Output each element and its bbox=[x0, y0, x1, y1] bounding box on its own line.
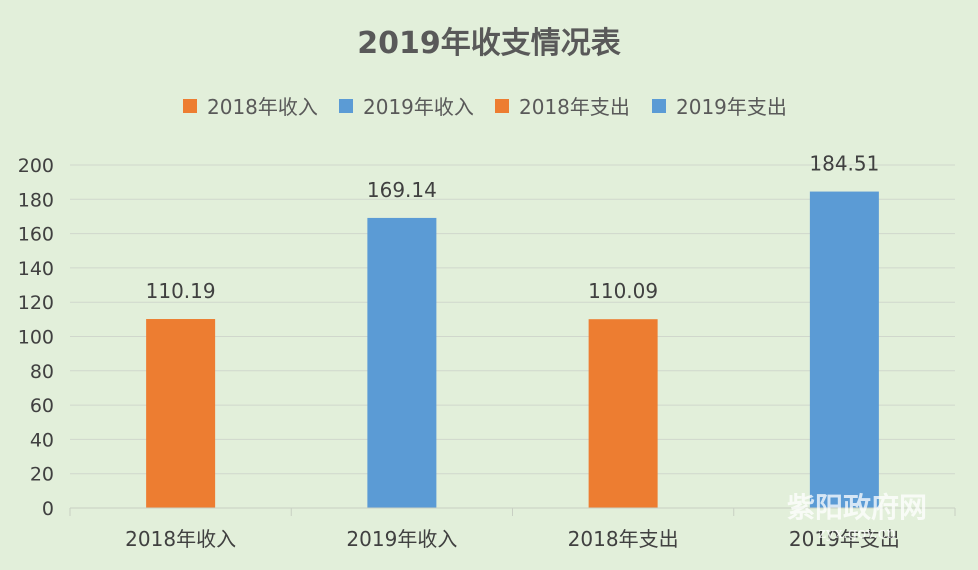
data-label: 169.14 bbox=[367, 178, 437, 202]
data-label: 110.09 bbox=[588, 279, 658, 303]
y-tick-label: 100 bbox=[18, 327, 54, 349]
bar bbox=[367, 217, 437, 508]
y-tick-label: 200 bbox=[18, 155, 54, 177]
bar bbox=[588, 319, 658, 508]
data-label: 110.19 bbox=[146, 279, 216, 303]
x-axis: 2018年收入 2019年收入 2018年支出 2019年支出 bbox=[69, 507, 956, 551]
legend-label: 2019年支出 bbox=[676, 95, 787, 119]
watermark-subtext: zyx.gov.cn bbox=[818, 524, 896, 542]
legend: 2018年收入 2019年收入 2018年支出 2019年支出 bbox=[183, 95, 787, 119]
y-tick-label: 60 bbox=[30, 395, 54, 417]
legend-swatch bbox=[183, 99, 197, 113]
legend-label: 2019年收入 bbox=[363, 95, 474, 119]
bars bbox=[146, 191, 879, 508]
y-tick-label: 80 bbox=[30, 361, 54, 383]
category-label: 2019年支出 bbox=[789, 527, 900, 551]
y-tick-label: 0 bbox=[42, 498, 54, 520]
legend-swatch bbox=[339, 99, 353, 113]
watermark: 紫阳政府网 zyx.gov.cn bbox=[787, 491, 927, 542]
chart-title: 2019年收支情况表 bbox=[357, 26, 621, 61]
y-tick-label: 180 bbox=[18, 189, 54, 211]
legend-label: 2018年支出 bbox=[519, 95, 630, 119]
y-tick-label: 140 bbox=[18, 258, 54, 280]
grid bbox=[70, 164, 955, 475]
legend-swatch bbox=[495, 99, 509, 113]
legend-swatch bbox=[652, 99, 666, 113]
watermark-text: 紫阳政府网 bbox=[787, 491, 927, 524]
data-label: 184.51 bbox=[809, 152, 879, 176]
y-axis: 0 20 40 60 80 100 120 140 160 180 200 bbox=[18, 155, 54, 520]
bar bbox=[809, 191, 879, 508]
category-label: 2018年收入 bbox=[125, 527, 236, 551]
legend-label: 2018年收入 bbox=[207, 95, 318, 119]
y-tick-label: 160 bbox=[18, 224, 54, 246]
category-label: 2018年支出 bbox=[568, 527, 679, 551]
data-labels: 110.19 169.14 110.09 184.51 bbox=[146, 152, 880, 304]
bar bbox=[146, 319, 216, 508]
y-tick-label: 40 bbox=[30, 429, 54, 451]
category-label: 2019年收入 bbox=[346, 527, 457, 551]
y-tick-label: 120 bbox=[18, 292, 54, 314]
y-tick-label: 20 bbox=[30, 464, 54, 486]
